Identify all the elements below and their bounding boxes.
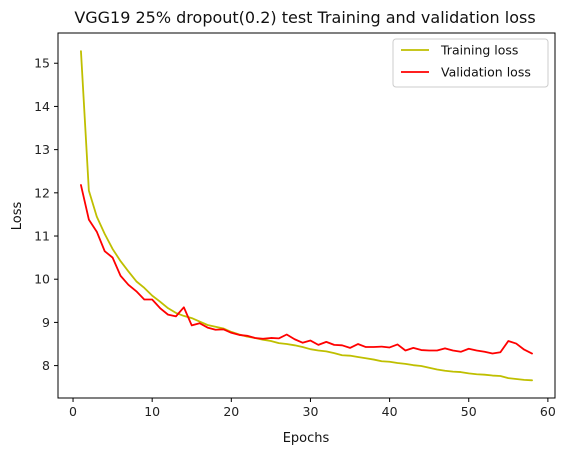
x-tick-label: 40 [382, 404, 398, 419]
legend-box [392, 38, 549, 88]
y-tick-label: 11 [34, 229, 50, 244]
plot-area-frame [57, 32, 556, 399]
validation-loss-line [80, 184, 533, 355]
y-tick-label: 12 [34, 185, 50, 200]
y-axis-label: Loss [10, 202, 25, 231]
x-tick-label: 50 [461, 404, 477, 419]
x-tick-label: 0 [69, 404, 77, 419]
y-tick-label: 9 [42, 315, 50, 330]
y-axis-ticks: 8 9 10 11 12 13 14 15 [34, 56, 58, 373]
y-tick-label: 8 [42, 358, 50, 373]
legend-label-training: Training loss [440, 43, 518, 58]
chart-title: VGG19 25% dropout(0.2) test Training and… [74, 8, 535, 27]
x-axis-label: Epochs [283, 431, 330, 446]
y-tick-label: 13 [34, 142, 50, 157]
x-tick-label: 60 [540, 404, 556, 419]
legend: Training loss Validation loss [392, 38, 549, 88]
x-axis-ticks: 0 10 20 30 40 50 60 [69, 398, 556, 419]
legend-label-validation: Validation loss [441, 65, 531, 80]
training-loss-line [80, 50, 533, 382]
y-tick-label: 14 [34, 99, 50, 114]
x-tick-label: 30 [303, 404, 319, 419]
x-tick-label: 20 [223, 404, 239, 419]
x-tick-label: 10 [144, 404, 160, 419]
y-tick-label: 15 [34, 56, 50, 71]
series-layer [80, 50, 533, 382]
y-tick-label: 10 [34, 272, 50, 287]
